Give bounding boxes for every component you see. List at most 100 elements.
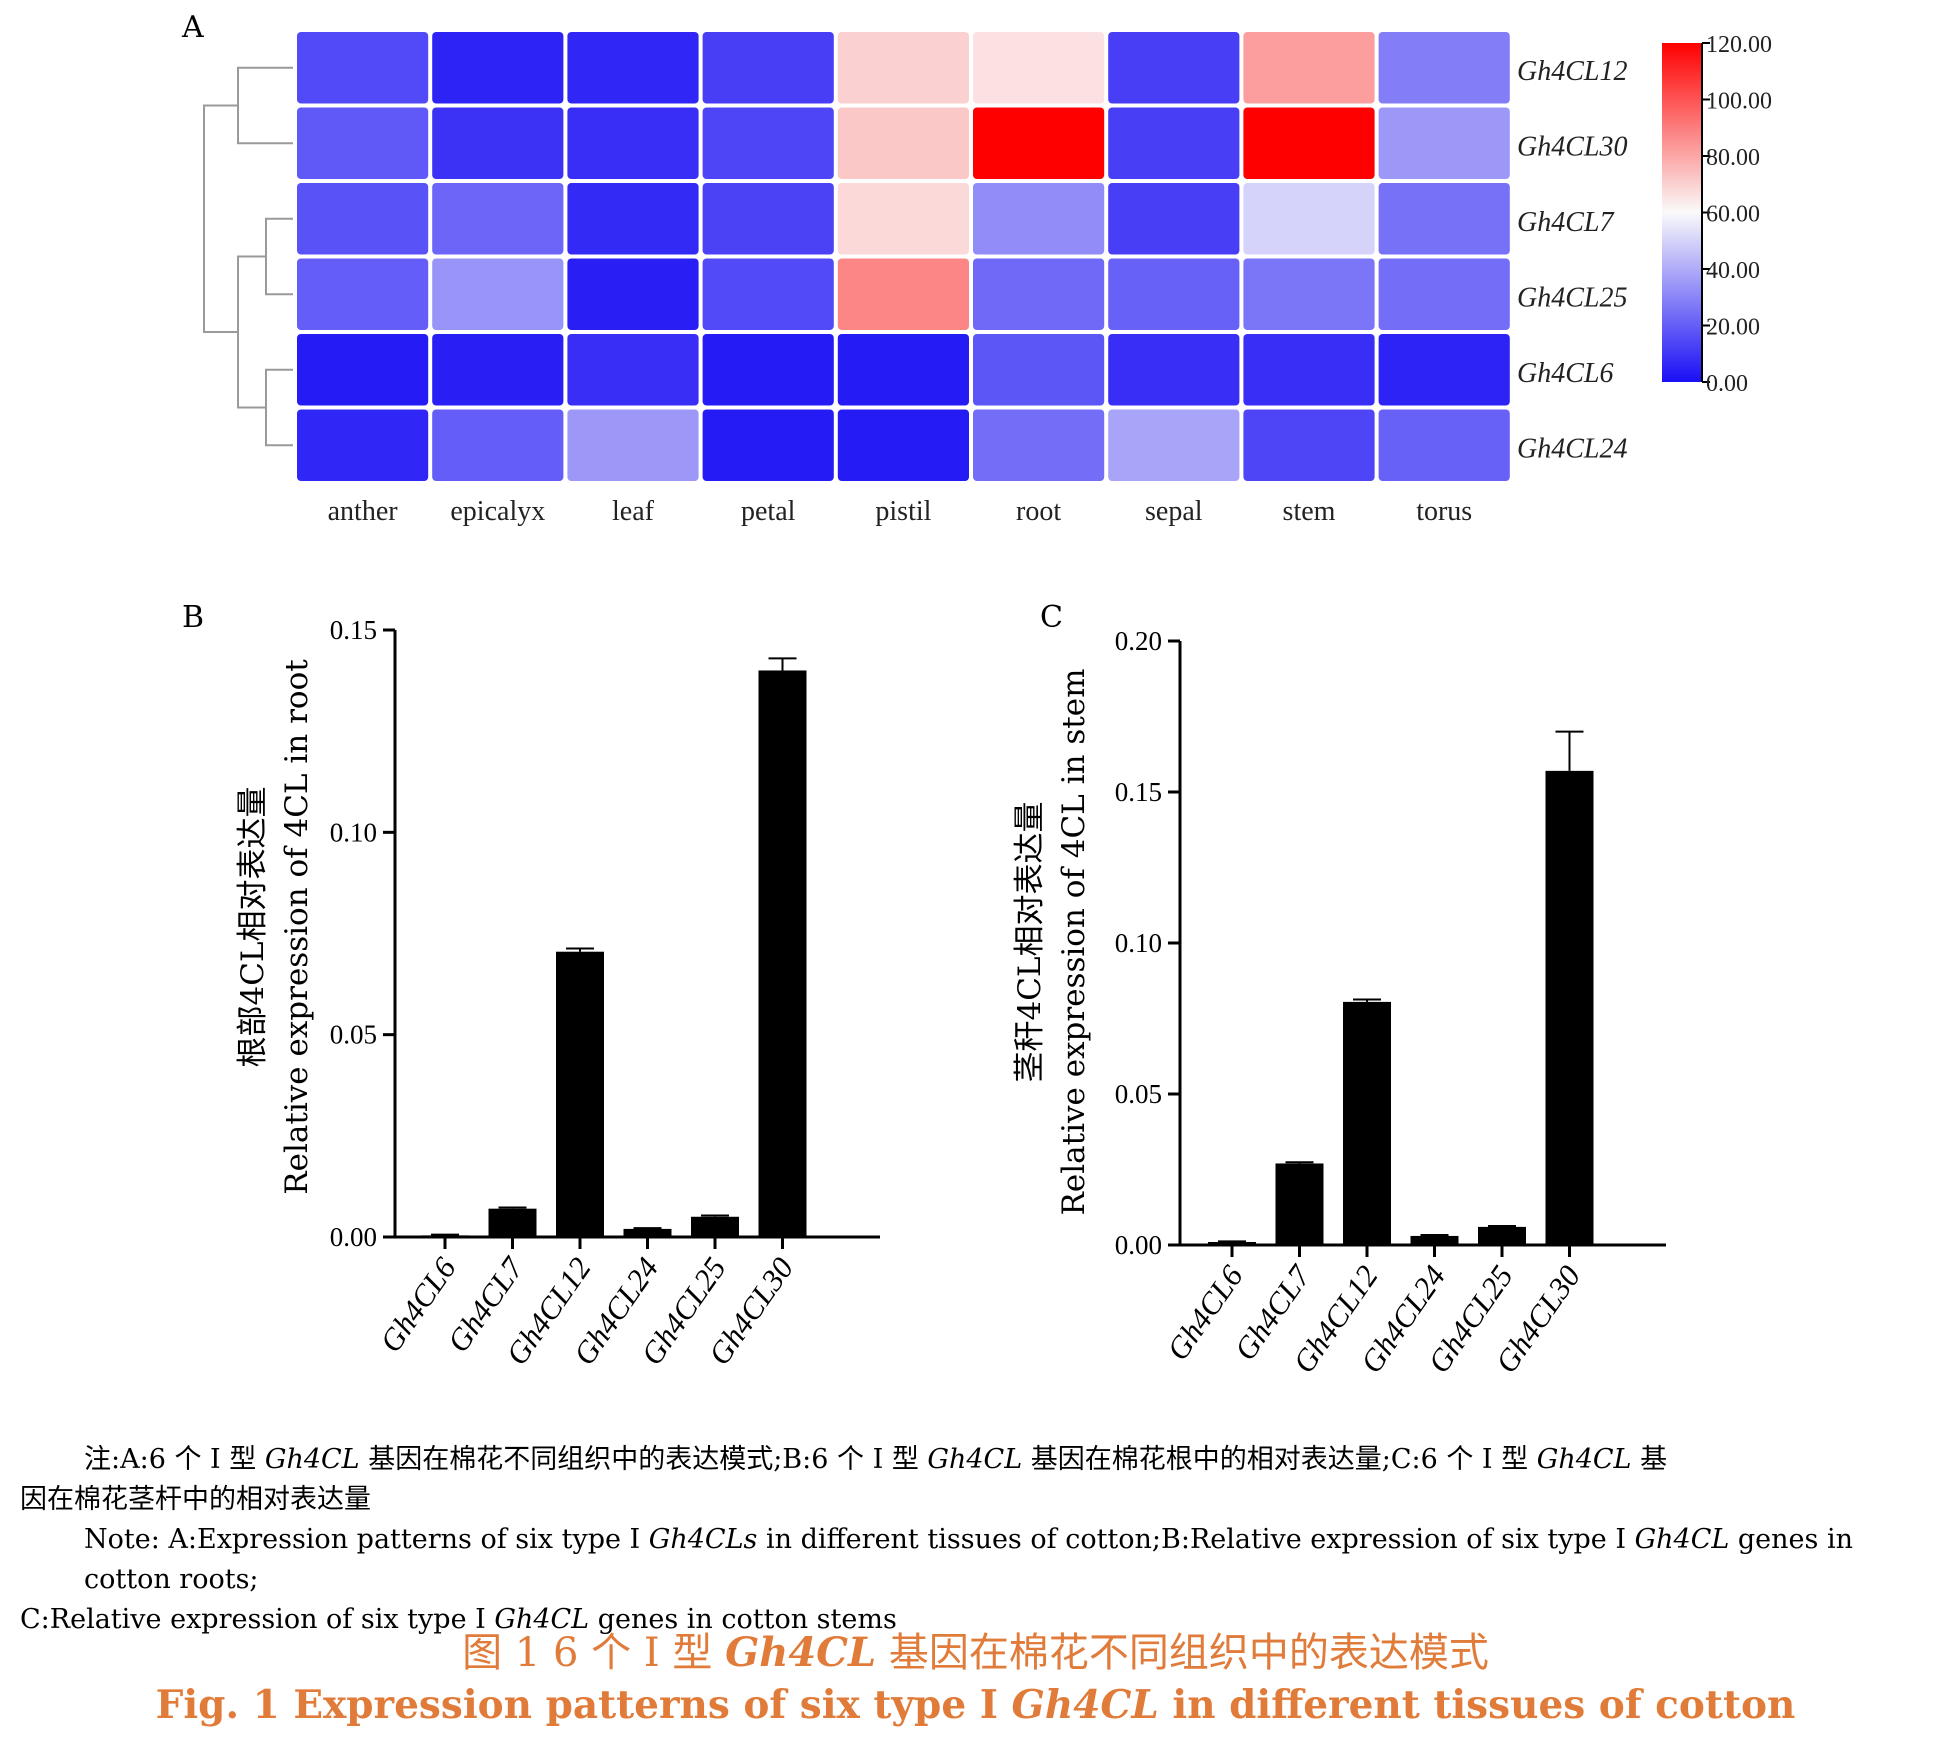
heatmap-column-label: stem (1283, 496, 1336, 527)
colorbar (1662, 43, 1702, 382)
heatmap-cell (973, 334, 1105, 406)
heatmap-cell (702, 183, 834, 255)
heatmap-row-label: Gh4CL12 (1517, 56, 1627, 87)
stem-bar-chart: 0.000.050.100.150.20Gh4CL6Gh4CL7Gh4CL12G… (1012, 626, 1666, 1379)
heatmap-chart: Gh4CL12 Gh4CL30 Gh4CL7 Gh4CL25 Gh4CL6 Gh4CL24… (203, 32, 1772, 527)
heatmap-column-label: petal (741, 496, 796, 527)
panel-c-letter: C (1040, 600, 1063, 635)
y-tick-label: 0.00 (1115, 1230, 1162, 1260)
heatmap-cell (1108, 258, 1240, 330)
heatmap-cell (702, 258, 834, 330)
heatmap-cell (973, 107, 1105, 179)
bar (1275, 1163, 1324, 1245)
heatmap-cell (837, 183, 969, 255)
heatmap-cell (702, 107, 834, 179)
bar (758, 670, 807, 1237)
colorbar-tick-label: 120.00 (1706, 32, 1772, 58)
heatmap-cell (432, 334, 564, 406)
notes-cn: 注:A:6 个 Ⅰ 型 Gh4CL 基因在棉花不同组织中的表达模式;B:6 个 … (84, 1444, 1668, 1475)
bar (1545, 770, 1594, 1245)
notes-en: Note: A:Expression patterns of six type … (84, 1524, 1853, 1595)
bar (1478, 1226, 1526, 1245)
colorbar-tick-label: 60.00 (1706, 202, 1760, 228)
heatmap-cell (837, 334, 969, 406)
heatmap-cell (297, 409, 429, 481)
bar (623, 1228, 672, 1237)
heatmap-column-label: root (1016, 496, 1061, 527)
heatmap-column-label: epicalyx (450, 496, 545, 527)
y-tick-label: 0.00 (330, 1222, 377, 1252)
bar (1343, 1001, 1391, 1245)
bar (421, 1235, 469, 1237)
heatmap-row-label: Gh4CL30 (1517, 131, 1627, 162)
heatmap-column-label: pistil (875, 496, 931, 527)
colorbar-tick-label: 100.00 (1706, 89, 1772, 115)
heatmap-cell (837, 409, 969, 481)
heatmap-cell (432, 32, 564, 104)
heatmap-cell (1243, 107, 1375, 179)
figure-caption-en: Fig. 1 Expression patterns of six type Ⅰ… (155, 1682, 1796, 1728)
heatmap-column-label: leaf (612, 496, 655, 527)
heatmap-cell (1243, 32, 1375, 104)
heatmap-cell (1378, 107, 1510, 179)
heatmap-cell (1108, 334, 1240, 406)
colorbar-tick-label: 40.00 (1706, 258, 1760, 284)
heatmap-cell (567, 32, 699, 104)
heatmap-column-label: torus (1416, 496, 1472, 527)
heatmap-cell (1378, 409, 1510, 481)
heatmap-cell (1243, 258, 1375, 330)
y-tick-label: 0.20 (1115, 626, 1162, 656)
heatmap-cell (1243, 334, 1375, 406)
heatmap-cell (1243, 409, 1375, 481)
root-bar-chart: 0.000.050.100.15Gh4CL6Gh4CL7Gh4CL12Gh4CL… (235, 615, 880, 1371)
heatmap-cell (973, 183, 1105, 255)
heatmap-cell (297, 334, 429, 406)
heatmap-cell (973, 32, 1105, 104)
heatmap-column-label: sepal (1145, 496, 1203, 527)
notes-en-line2: C:Relative expression of six type Ⅰ Gh4C… (20, 1604, 897, 1635)
heatmap-cell (1378, 183, 1510, 255)
y-axis-label-en: Relative expression of 4CL in stem (1056, 669, 1092, 1216)
heatmap-cell (297, 183, 429, 255)
heatmap-cell (297, 32, 429, 104)
heatmap-row-label: Gh4CL7 (1517, 207, 1614, 238)
heatmap-cell (1108, 409, 1240, 481)
dendrogram-branch (203, 104, 238, 333)
heatmap-cell (702, 32, 834, 104)
colorbar-tick-label: 0.00 (1706, 371, 1748, 397)
heatmap-row-label: Gh4CL25 (1517, 282, 1627, 313)
heatmap-cell (1108, 107, 1240, 179)
bar (1410, 1235, 1459, 1245)
y-tick-label: 0.15 (330, 615, 377, 645)
heatmap-cell (432, 183, 564, 255)
panel-a-letter: A (182, 10, 204, 45)
heatmap-cell (1378, 334, 1510, 406)
bar (488, 1208, 537, 1237)
heatmap-cell (1378, 258, 1510, 330)
colorbar-tick-label: 20.00 (1706, 315, 1760, 341)
bar (556, 951, 604, 1237)
heatmap-cell (567, 409, 699, 481)
bar (1208, 1241, 1256, 1245)
notes-cn-line2: 因在棉花茎杆中的相对表达量 (20, 1484, 371, 1515)
heatmap-cell (973, 409, 1105, 481)
heatmap-cell (432, 258, 564, 330)
heatmap-cell (973, 258, 1105, 330)
heatmap-row-label: Gh4CL24 (1517, 433, 1627, 464)
heatmap-cell (1108, 183, 1240, 255)
heatmap-cell (432, 107, 564, 179)
heatmap-cell (567, 183, 699, 255)
heatmap-cell (837, 32, 969, 104)
y-tick-label: 0.10 (330, 817, 377, 847)
y-axis-label-cn: 根部4CL相对表达量 (235, 786, 271, 1067)
y-axis-label-cn: 茎秆4CL相对表达量 (1012, 801, 1048, 1082)
y-tick-label: 0.05 (330, 1020, 377, 1050)
heatmap-cell (567, 334, 699, 406)
heatmap-cell (567, 258, 699, 330)
y-tick-label: 0.10 (1115, 928, 1162, 958)
panel-b-letter: B (182, 600, 205, 635)
heatmap-row-label: Gh4CL6 (1517, 358, 1613, 389)
heatmap-cell (702, 334, 834, 406)
colorbar-tick-label: 80.00 (1706, 145, 1760, 171)
heatmap-cell (1378, 32, 1510, 104)
